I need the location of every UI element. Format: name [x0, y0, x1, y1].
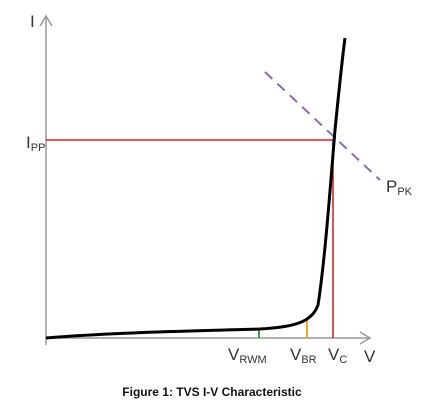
label-main: V: [290, 345, 302, 364]
label-sub: PK: [397, 186, 412, 198]
x-axis-label: V: [364, 347, 376, 366]
ipp-label: IPP: [26, 133, 45, 154]
iv-curve: [45, 37, 347, 340]
ppk-label: PPK: [386, 177, 413, 198]
label-sub: PP: [31, 142, 46, 154]
label-sub: BR: [301, 354, 316, 366]
x-axis-arrow: [359, 331, 372, 345]
vc-label: VC: [328, 345, 347, 366]
y-axis-arrow: [39, 14, 53, 27]
vbr-label: VBR: [290, 345, 317, 366]
label-main: V: [328, 345, 340, 364]
label-main: P: [386, 177, 397, 196]
label-main: V: [228, 345, 240, 364]
vrwm-label: VRWM: [228, 345, 267, 366]
y-axis-label: I: [30, 12, 35, 31]
ppk-line: [264, 71, 381, 181]
label-main: I: [26, 133, 31, 152]
label-sub: C: [339, 354, 347, 366]
caption: Figure 1: TVS I-V Characteristic: [122, 385, 302, 399]
label-sub: RWM: [239, 354, 266, 366]
